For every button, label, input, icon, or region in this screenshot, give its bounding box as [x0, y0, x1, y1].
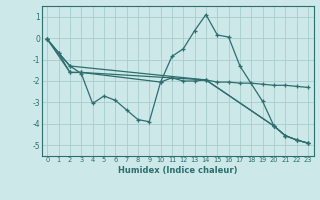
X-axis label: Humidex (Indice chaleur): Humidex (Indice chaleur): [118, 166, 237, 175]
